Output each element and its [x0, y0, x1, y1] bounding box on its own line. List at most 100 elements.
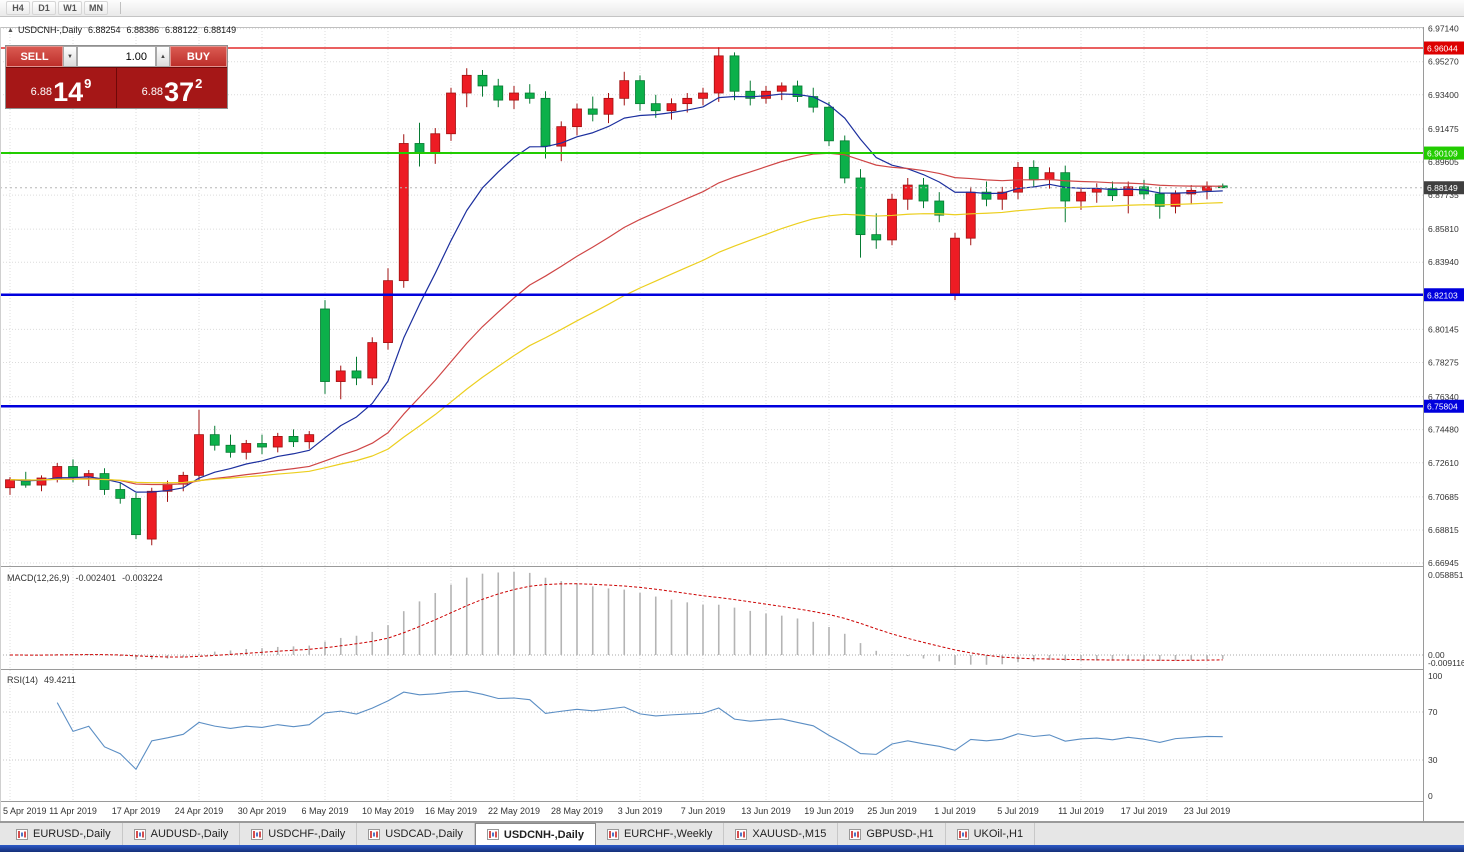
svg-text:70: 70: [1428, 707, 1438, 717]
svg-text:6.76340: 6.76340: [1428, 392, 1459, 402]
svg-text:6.83940: 6.83940: [1428, 257, 1459, 267]
svg-text:0.00: 0.00: [1428, 650, 1445, 660]
trade-prices-row: 6.88 14 9 6.88 37 2: [6, 67, 227, 108]
svg-text:23 Jul 2019: 23 Jul 2019: [1184, 806, 1231, 816]
tab-label: USDCAD-,Daily: [385, 828, 463, 840]
tab-label: EURUSD-,Daily: [33, 828, 111, 840]
sell-price[interactable]: 6.88 14 9: [6, 68, 117, 108]
volume-input[interactable]: [77, 46, 156, 67]
tab-usdchf-daily[interactable]: USDCHF-,Daily: [240, 823, 358, 845]
taskbar-strip: [0, 845, 1464, 852]
tab-label: XAUUSD-,M15: [752, 828, 827, 840]
rsi-name: RSI(14): [7, 675, 39, 685]
timeframe-button-h4[interactable]: H4: [6, 1, 30, 15]
symbol-label: USDCNH-,Daily: [17, 25, 82, 35]
svg-text:6.78275: 6.78275: [1428, 358, 1459, 368]
chart-icon: [251, 828, 264, 840]
svg-text:6.96044: 6.96044: [1427, 44, 1458, 54]
price-chart-canvas[interactable]: 6.97140 6.95270 6.93400 6.91475 6.89605 6.877…: [0, 17, 1464, 822]
volume-decrease-button[interactable]: ▼: [63, 46, 77, 67]
svg-text:0: 0: [1428, 791, 1433, 801]
timeframe-button-w1[interactable]: W1: [58, 1, 82, 15]
tab-usdcnh-daily[interactable]: USDCNH-,Daily: [474, 823, 596, 845]
svg-text:0.058851: 0.058851: [1428, 570, 1464, 580]
open-value: 6.88254: [87, 25, 121, 35]
svg-text:6.85810: 6.85810: [1428, 224, 1459, 234]
svg-text:19 Jun 2019: 19 Jun 2019: [804, 806, 854, 816]
tab-usdcad-daily[interactable]: USDCAD-,Daily: [357, 823, 475, 845]
svg-text:6.90109: 6.90109: [1427, 149, 1458, 159]
svg-text:28 May 2019: 28 May 2019: [551, 806, 603, 816]
svg-text:30: 30: [1428, 755, 1438, 765]
svg-text:6.70685: 6.70685: [1428, 492, 1459, 502]
chart-icon: [16, 828, 28, 840]
rsi-value: 49.4211: [44, 675, 76, 685]
svg-text:10 May 2019: 10 May 2019: [362, 806, 414, 816]
svg-text:24 Apr 2019: 24 Apr 2019: [175, 806, 224, 816]
chart-icon: [368, 828, 381, 840]
svg-text:6.75804: 6.75804: [1427, 402, 1458, 412]
tab-label: GBPUSD-,H1: [866, 828, 934, 840]
one-click-trading-panel: SELL ▼ ▲ BUY 6.88 14 9 6.88 37 2: [5, 45, 228, 109]
toolbar-separator: [120, 2, 121, 14]
svg-text:22 May 2019: 22 May 2019: [488, 806, 540, 816]
macd-main-value: -0.002401: [75, 573, 117, 583]
high-value: 6.88386: [126, 25, 160, 35]
svg-text:-0.009116: -0.009116: [1428, 658, 1464, 668]
sell-button[interactable]: SELL: [6, 46, 63, 67]
buy-price[interactable]: 6.88 37 2: [117, 68, 227, 108]
svg-text:6.95270: 6.95270: [1428, 57, 1459, 67]
svg-text:6.74480: 6.74480: [1428, 425, 1459, 435]
svg-text:17 Jul 2019: 17 Jul 2019: [1121, 806, 1168, 816]
buy-price-point: 2: [195, 76, 203, 91]
svg-text:16 May 2019: 16 May 2019: [425, 806, 477, 816]
chart-icon: [486, 829, 499, 840]
svg-text:6.93400: 6.93400: [1428, 90, 1459, 100]
chart-tab-bar: EURUSD-,Daily AUDUSD-,Daily USDCHF-,Daily U…: [0, 822, 1464, 845]
buy-price-pips: 37: [164, 77, 195, 107]
sell-price-pips: 14: [53, 77, 84, 107]
collapse-arrow-icon[interactable]: ▲: [7, 26, 14, 34]
sell-price-prefix: 6.88: [30, 86, 53, 98]
chart-window[interactable]: 6.97140 6.95270 6.93400 6.91475 6.89605 6.877…: [0, 17, 1464, 822]
tab-label: AUDUSD-,Daily: [150, 828, 229, 840]
svg-text:11 Jul 2019: 11 Jul 2019: [1058, 806, 1104, 816]
tab-label: USDCHF-,Daily: [268, 828, 346, 840]
tab-label: EURCHF-,Weekly: [623, 828, 713, 840]
svg-text:1 Jul 2019: 1 Jul 2019: [934, 806, 976, 816]
svg-text:11 Apr 2019: 11 Apr 2019: [49, 806, 97, 816]
tab-ukoil-h1[interactable]: UKOil-,H1: [946, 823, 1036, 845]
buy-button[interactable]: BUY: [170, 46, 227, 67]
tab-gbpusd-h1[interactable]: GBPUSD-,H1: [838, 823, 946, 845]
timeframe-toolbar: H4 D1 W1 MN: [0, 0, 1464, 17]
svg-text:6.88149: 6.88149: [1427, 183, 1458, 193]
timeframe-button-d1[interactable]: D1: [32, 1, 56, 15]
tab-eurusd-daily[interactable]: EURUSD-,Daily: [5, 823, 123, 845]
svg-text:7 Jun 2019: 7 Jun 2019: [681, 806, 726, 816]
volume-increase-button[interactable]: ▲: [156, 46, 170, 67]
tab-label: UKOil-,H1: [973, 828, 1024, 840]
buy-price-prefix: 6.88: [141, 86, 164, 98]
svg-text:30 Apr 2019: 30 Apr 2019: [238, 806, 287, 816]
svg-text:6.66945: 6.66945: [1428, 558, 1459, 568]
tab-audusd-daily[interactable]: AUDUSD-,Daily: [123, 823, 241, 845]
svg-text:25 Jun 2019: 25 Jun 2019: [867, 806, 917, 816]
macd-signal-value: -0.003224: [122, 573, 163, 583]
svg-text:6 May 2019: 6 May 2019: [301, 806, 348, 816]
chart-icon: [849, 828, 862, 840]
macd-indicator-label: MACD(12,26,9) -0.002401 -0.003224: [7, 573, 169, 583]
rsi-indicator-label: RSI(14) 49.4211: [7, 675, 82, 685]
svg-text:6.72610: 6.72610: [1428, 458, 1459, 468]
timeframe-button-mn[interactable]: MN: [84, 1, 108, 15]
svg-text:6.87735: 6.87735: [1428, 190, 1459, 200]
close-value: 6.88149: [203, 25, 237, 35]
svg-text:13 Jun 2019: 13 Jun 2019: [741, 806, 791, 816]
chart-icon: [133, 828, 146, 840]
svg-text:6.97140: 6.97140: [1428, 24, 1459, 34]
chart-icon: [606, 828, 619, 840]
sell-price-point: 9: [84, 76, 92, 91]
tab-eurchf-weekly[interactable]: EURCHF-,Weekly: [596, 823, 725, 845]
tab-xauusd-m15[interactable]: XAUUSD-,M15: [724, 823, 839, 845]
trade-controls-row: SELL ▼ ▲ BUY: [6, 46, 227, 67]
svg-text:6.68815: 6.68815: [1428, 525, 1459, 535]
